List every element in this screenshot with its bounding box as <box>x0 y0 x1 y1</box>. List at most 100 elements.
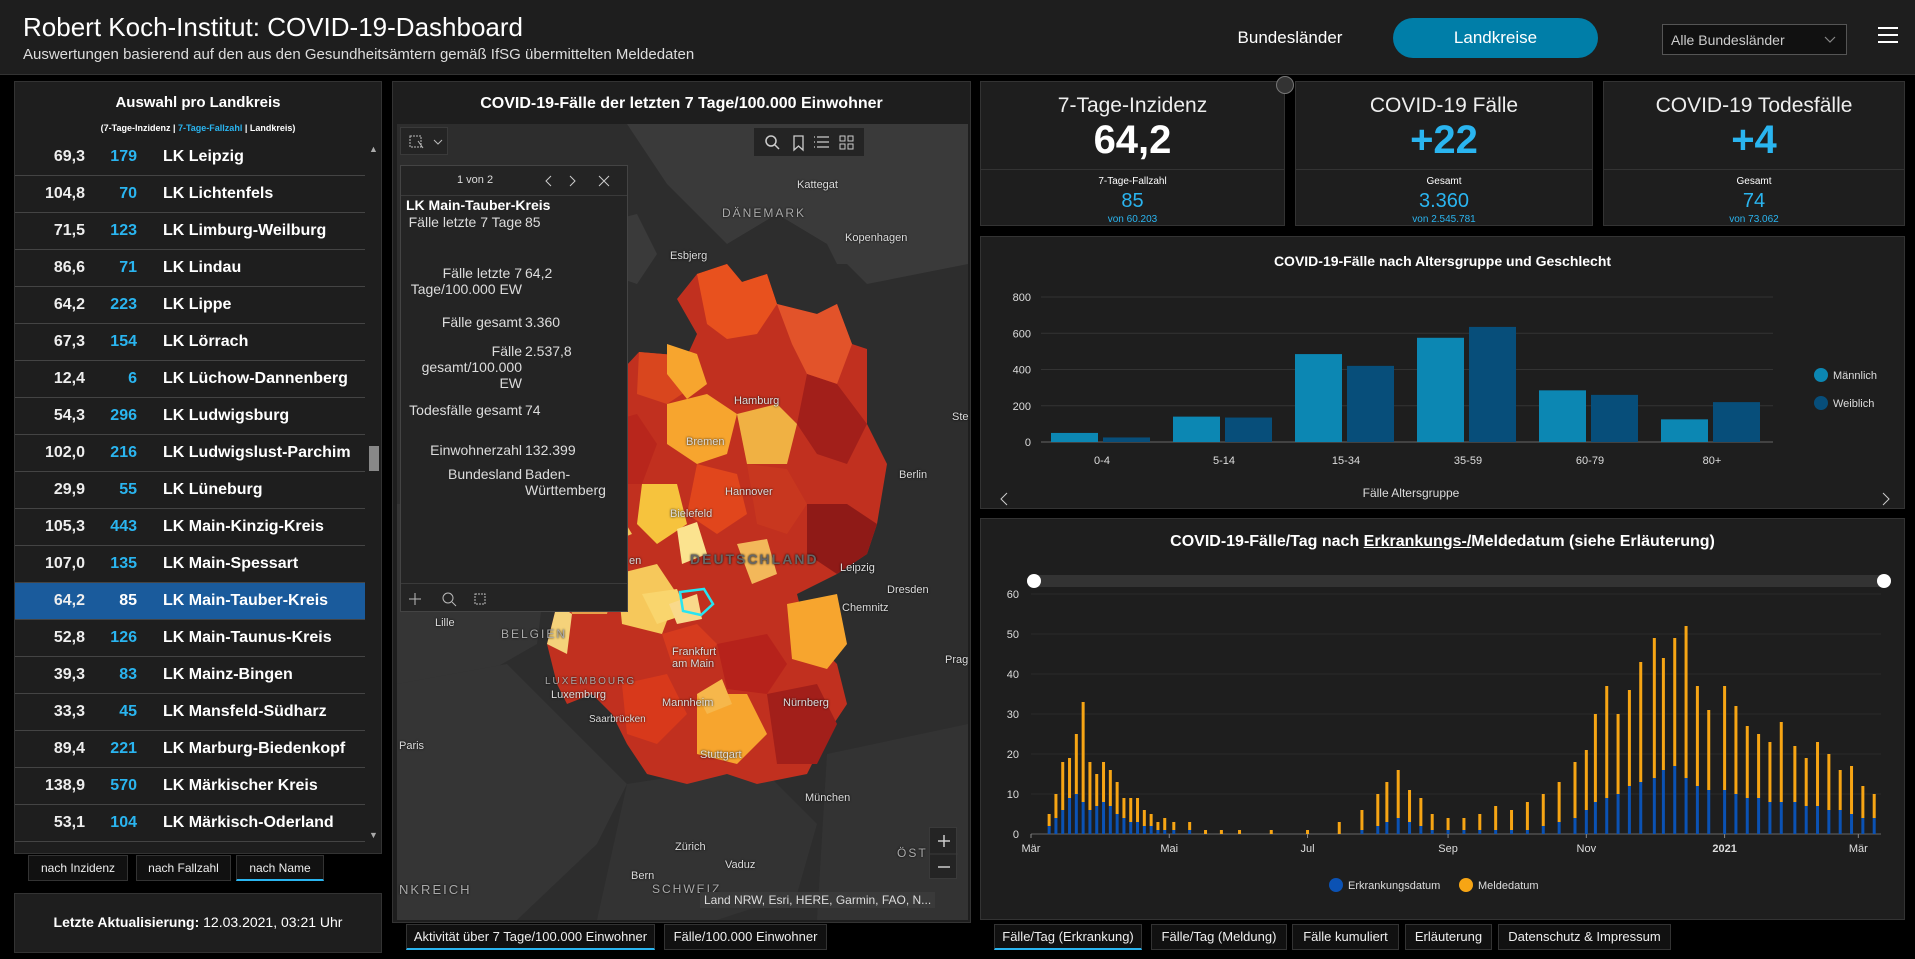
tab-faelle-tag-meldung[interactable]: Fälle/Tag (Meldung) <box>1151 924 1287 950</box>
list-item[interactable]: 64,2 223 LK Lippe <box>15 287 365 324</box>
slider-handle-left[interactable] <box>1027 574 1041 588</box>
update-panel: Letzte Aktualisierung: 12.03.2021, 03:21… <box>14 893 382 953</box>
age-bar[interactable] <box>1173 416 1220 442</box>
map-select-tool[interactable] <box>400 127 448 155</box>
kpi-todesfaelle: COVID-19 Todesfälle +4 Gesamt 74 von 73.… <box>1603 81 1905 226</box>
erkrankung-bar <box>1541 826 1545 834</box>
y-tick-label: 600 <box>1013 328 1031 340</box>
meldung-bar <box>1136 798 1140 822</box>
meldung-bar <box>1156 822 1160 830</box>
meldung-bar <box>1768 742 1772 802</box>
list-item[interactable]: 39,3 83 LK Mainz-Bingen <box>15 657 365 694</box>
list-item[interactable]: 138,9 570 LK Märkischer Kreis <box>15 768 365 805</box>
list-item[interactable]: 64,2 85 LK Main-Tauber-Kreis <box>15 583 365 620</box>
tab-datenschutz[interactable]: Datenschutz & Impressum <box>1498 924 1671 950</box>
tab-faelle-kumuliert[interactable]: Fälle kumuliert <box>1292 924 1399 950</box>
map-label: Chemnitz <box>842 602 889 614</box>
kpi-label: 7-Tage-Fallzahl <box>1098 176 1167 187</box>
list-item[interactable]: 67,3 154 LK Lörrach <box>15 324 365 361</box>
sort-by-fallzahl-button[interactable]: nach Fallzahl <box>136 855 231 881</box>
inzidenz-value: 104,8 <box>44 185 85 202</box>
kpi-title: COVID-19 Todesfälle <box>1655 94 1853 117</box>
erkrankung-bar <box>1129 822 1133 834</box>
list-item[interactable]: 105,3 443 LK Main-Kinzig-Kreis <box>15 509 365 546</box>
tab-landkreise[interactable]: Landkreise <box>1393 18 1598 58</box>
landkreis-name: LK Main-Tauber-Kreis <box>163 592 329 609</box>
next-icon <box>569 175 576 187</box>
list-item[interactable]: 54,3 296 LK Ludwigsburg <box>15 398 365 435</box>
scroll-down-icon[interactable]: ▼ <box>369 830 378 840</box>
list-item[interactable]: 89,4 221 LK Marburg-Biedenkopf <box>15 731 365 768</box>
chevron-right-icon[interactable] <box>1882 492 1890 506</box>
x-tick-label: 80+ <box>1703 455 1722 467</box>
time-range-slider[interactable] <box>1031 575 1881 587</box>
popup-field-label: Bundesland <box>448 466 522 482</box>
map-title: COVID-19-Fälle der letzten 7 Tage/100.00… <box>480 95 883 112</box>
list-item[interactable]: 102,0 216 LK Ludwigslust-Parchim <box>15 435 365 472</box>
tab-faelle-100000[interactable]: Fälle/100.000 Einwohner <box>664 924 827 950</box>
sort-by-inzidenz-button[interactable]: nach Inzidenz <box>28 855 128 881</box>
tab-aktivitaet[interactable]: Aktivität über 7 Tage/100.000 Einwohner <box>406 924 655 950</box>
list-item[interactable]: 33,3 45 LK Mansfeld-Südharz <box>15 694 365 731</box>
erkrankung-bar <box>1408 822 1412 834</box>
menu-icon[interactable] <box>1878 27 1898 47</box>
x-tick-label: Nov <box>1577 843 1597 855</box>
list-item[interactable]: 12,4 6 LK Lüchow-Dannenberg <box>15 361 365 398</box>
erkrankung-bar <box>1793 802 1797 834</box>
list-item[interactable]: 71,5 123 LK Limburg-Weilburg <box>15 213 365 250</box>
age-bar[interactable] <box>1225 417 1272 442</box>
tab-erlaeuterung[interactable]: Erläuterung <box>1405 924 1492 950</box>
meldung-bar <box>1068 758 1072 798</box>
age-bar[interactable] <box>1051 432 1098 442</box>
popup-field-value: 132.399 <box>525 442 576 458</box>
meldung-bar <box>1757 734 1761 798</box>
list-item[interactable]: 29,9 55 LK Lüneburg <box>15 472 365 509</box>
sort-by-name-button[interactable]: nach Name <box>236 855 324 881</box>
chevron-left-icon[interactable] <box>1000 492 1008 506</box>
erkrankung-bar <box>1074 794 1078 834</box>
zoom-controls[interactable] <box>929 827 958 879</box>
list-item[interactable]: 69,3 179 LK Leipzig <box>15 139 365 176</box>
landkreis-name: LK Lippe <box>163 296 232 313</box>
fallzahl-value: 135 <box>110 555 137 572</box>
list-scrollbar[interactable]: ▲ ▼ <box>367 144 379 840</box>
tab-bundeslaender[interactable]: Bundesländer <box>1237 28 1343 47</box>
age-bar[interactable] <box>1591 394 1638 442</box>
meldung-bar <box>1661 658 1665 770</box>
map-label: Leipzig <box>840 562 875 574</box>
list-item[interactable]: 104,8 70 LK Lichtenfels <box>15 176 365 213</box>
x-tick-label: 0-4 <box>1094 455 1110 467</box>
popup-field-value: 3.360 <box>525 314 561 330</box>
age-bar[interactable] <box>1713 402 1760 442</box>
page-title: Robert Koch-Institut: COVID-19-Dashboard <box>23 12 523 42</box>
x-tick-label: Jul <box>1301 843 1315 855</box>
age-bar[interactable] <box>1539 390 1586 442</box>
y-tick-label: 40 <box>1007 669 1019 681</box>
fallzahl-value: 104 <box>110 814 137 831</box>
slider-handle-right[interactable] <box>1877 574 1891 588</box>
pan-icon <box>409 593 421 605</box>
list-item[interactable]: 86,6 71 LK Lindau <box>15 250 365 287</box>
age-bar[interactable] <box>1469 326 1516 442</box>
age-bar[interactable] <box>1295 354 1342 442</box>
meldung-bar <box>1605 686 1609 798</box>
state-select[interactable]: Alle Bundesländer <box>1662 24 1847 55</box>
meldung-bar <box>1494 806 1498 830</box>
expand-icon[interactable] <box>1276 76 1294 94</box>
landkreis-name: LK Main-Taunus-Kreis <box>163 629 332 646</box>
list-item[interactable]: 53,1 104 LK Märkisch-Oderland <box>15 805 365 842</box>
list-item[interactable]: 107,0 135 LK Main-Spessart <box>15 546 365 583</box>
inzidenz-value: 64,2 <box>53 592 85 609</box>
kpi-value: 64,2 <box>1093 118 1172 162</box>
erkrankung-bar <box>1446 830 1450 834</box>
age-bar[interactable] <box>1103 437 1150 442</box>
list-item[interactable]: 52,8 126 LK Main-Taunus-Kreis <box>15 620 365 657</box>
tab-faelle-tag-erkrankung[interactable]: Fälle/Tag (Erkrankung) <box>994 924 1142 950</box>
scroll-up-icon[interactable]: ▲ <box>369 144 378 154</box>
age-bar[interactable] <box>1347 365 1394 442</box>
age-bar[interactable] <box>1661 419 1708 442</box>
meldung-bar <box>1462 818 1466 830</box>
scrollbar-thumb[interactable] <box>369 446 379 471</box>
age-bar[interactable] <box>1417 337 1464 442</box>
popup-field-label: Todesfälle gesamt <box>409 402 522 418</box>
